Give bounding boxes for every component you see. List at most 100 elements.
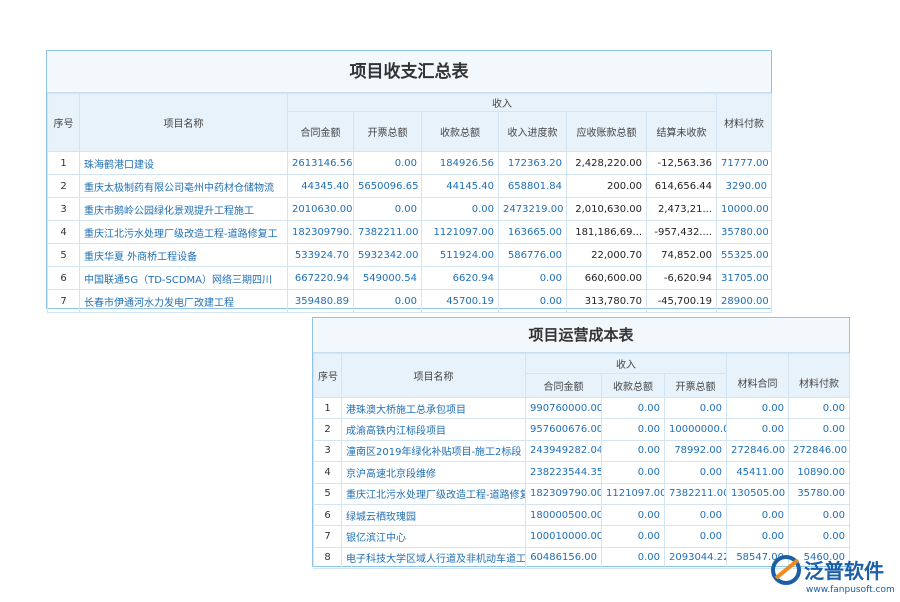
amount-cell: 2,473,21... [645, 197, 718, 221]
amount-cell: 511924.00 [421, 243, 499, 267]
data-row: 3 重庆市鹅岭公园绿化景观提升工程施工 2010630.00 0.00 0.00 2473… [47, 197, 773, 221]
amount-cell: 359480.89 [287, 289, 354, 313]
data-row: 5 重庆华夏 外商桥工程设备 533924.70 5932342.00 511924.0… [47, 243, 773, 267]
amount-cell: 28900.00 [716, 289, 773, 313]
header-cell: 合同金额 [525, 373, 602, 398]
amount-cell: 130505.00 [726, 482, 790, 505]
amount-cell: 172363.20 [498, 151, 567, 175]
data-row: 1 珠海鹤港口建设 2613146.56 0.00 184926.56 172363.20… [47, 151, 773, 175]
header-cell: 应收账款总额 [566, 111, 647, 152]
header-cell: 材料付款 [788, 353, 851, 398]
table-title: 项目收支汇总表 [47, 51, 771, 93]
header-cell: 收入 [286, 93, 718, 112]
cost-table: 项目运营成本表 序号 项目名称 收入 材料合同 材料付款 合同金额 收款总额 开票总额 1 港珠澳… [312, 317, 851, 570]
amount-cell: 181,186,69... [566, 220, 647, 244]
row-number: 7 [313, 525, 342, 548]
amount-cell: 0.00 [353, 151, 422, 175]
amount-cell: 957600676.00 [525, 418, 602, 441]
amount-cell: 2,428,220.00 [566, 151, 647, 175]
amount-cell: 0.00 [663, 461, 728, 484]
amount-cell: 0.00 [788, 396, 851, 420]
header-row: 合同金额 收款总额 开票总额 [314, 373, 850, 398]
data-row: 4 京沪高速北京段维修 238223544.35 0.00 0.00 45411.00 10… [313, 461, 851, 484]
table: 序号 项目名称 收入 材料合同 材料付款 合同金额 收款总额 开票总额 1 港珠澳大桥施工总承包项… [313, 353, 851, 570]
amount-cell: 182309790.00 [525, 482, 602, 505]
header-cell: 序号 [313, 353, 342, 398]
amount-cell: 0.00 [788, 503, 851, 527]
amount-cell: 0.00 [601, 546, 665, 570]
amount-cell: 2473219.00 [498, 197, 567, 221]
amount-cell: 0.00 [726, 503, 790, 527]
amount-cell: 0.00 [788, 525, 851, 548]
amount-cell: 1121097.00 [601, 482, 665, 505]
data-row: 1 港珠澳大桥施工总承包项目 990760000.00 0.00 0.00 0.00 0.0… [313, 396, 851, 420]
project-name: 长春市伊通河水力发电厂改建工程 [79, 289, 288, 313]
amount-cell: 44345.40 [287, 174, 354, 198]
project-name: 珠海鹤港口建设 [79, 151, 288, 175]
data-row: 7 长春市伊通河水力发电厂改建工程 359480.89 0.00 45700.19 0.0… [47, 289, 773, 313]
logo-url: www.fanpusoft.com [806, 585, 895, 595]
data-row: 3 潼南区2019年绿化补贴项目-施工2标段 243949282.04 0.00 789… [313, 439, 851, 463]
data-row: 5 重庆江北污水处理厂级改造工程-道路修复 182309790.00 1121097.… [313, 482, 851, 505]
project-name: 银亿滨江中心 [341, 525, 526, 548]
amount-cell: 7382211.00 [353, 220, 422, 244]
row-number: 4 [47, 220, 80, 244]
amount-cell: 272846.00 [726, 439, 790, 463]
amount-cell: 100010000.00 [525, 525, 602, 548]
row-number: 6 [47, 266, 80, 290]
amount-cell: 10000.00 [716, 197, 773, 221]
header-row: 合同金额 开票总额 收款总额 收入进度款 应收账款总额 结算未收款 [48, 111, 772, 152]
amount-cell: 0.00 [498, 266, 567, 290]
amount-cell: 243949282.04 [525, 439, 602, 463]
project-name: 京沪高速北京段维修 [341, 461, 526, 484]
project-name: 重庆太极制药有限公司亳州中药材仓储物流 [79, 174, 288, 198]
amount-cell: 0.00 [601, 503, 665, 527]
data-row: 2 成渝高铁内江标段项目 957600676.00 0.00 10000000.0 0.0… [313, 418, 851, 441]
header-cell: 开票总额 [663, 373, 728, 398]
amount-cell: 614,656.44 [645, 174, 718, 198]
project-name: 中国联通5G（TD-SCDMA）网络三期四川 [79, 266, 288, 290]
header-cell: 材料付款 [716, 93, 773, 152]
amount-cell: -12,563.36 [645, 151, 718, 175]
project-name: 重庆市鹅岭公园绿化景观提升工程施工 [79, 197, 288, 221]
amount-cell: 2093044.22 [663, 546, 728, 570]
amount-cell: 0.00 [663, 503, 728, 527]
table: 序号 项目名称 收入 材料付款 合同金额 开票总额 收款总额 收入进度款 应收账款总额 结算未收款… [47, 93, 773, 313]
amount-cell: 0.00 [663, 396, 728, 420]
amount-cell: 45700.19 [421, 289, 499, 313]
data-row: 8 电子科技大学区域人行道及非机动车道工 60486156.00 0.00 209304… [313, 546, 851, 570]
amount-cell: 667220.94 [287, 266, 354, 290]
amount-cell: 78992.00 [663, 439, 728, 463]
amount-cell: 660,600.00 [566, 266, 647, 290]
amount-cell: 0.00 [788, 418, 851, 441]
amount-cell: 533924.70 [287, 243, 354, 267]
row-number: 2 [313, 418, 342, 441]
row-number: 5 [47, 243, 80, 267]
amount-cell: 990760000.00 [525, 396, 602, 420]
amount-cell: 35780.00 [788, 482, 851, 505]
amount-cell: 6620.94 [421, 266, 499, 290]
amount-cell: 586776.00 [498, 243, 567, 267]
project-name: 港珠澳大桥施工总承包项目 [341, 396, 526, 420]
amount-cell: 1121097.00 [421, 220, 499, 244]
amount-cell: 182309790.0 [287, 220, 354, 244]
amount-cell: 55325.00 [716, 243, 773, 267]
logo-icon [774, 558, 800, 580]
header-cell: 合同金额 [287, 111, 354, 152]
amount-cell: 238223544.35 [525, 461, 602, 484]
data-row: 4 重庆江北污水处理厂级改造工程-道路修复工 182309790.0 7382211.… [47, 220, 773, 244]
amount-cell: 0.00 [353, 289, 422, 313]
amount-cell: -957,432.... [645, 220, 718, 244]
table-title: 项目运营成本表 [313, 318, 849, 353]
amount-cell: 184926.56 [421, 151, 499, 175]
amount-cell: 0.00 [726, 418, 790, 441]
amount-cell: 0.00 [726, 525, 790, 548]
amount-cell: 2010630.00 [287, 197, 354, 221]
header-cell: 收款总额 [601, 373, 665, 398]
amount-cell: 74,852.00 [645, 243, 718, 267]
amount-cell: 0.00 [353, 197, 422, 221]
header-cell: 序号 [47, 93, 80, 152]
amount-cell: 0.00 [726, 396, 790, 420]
amount-cell: 31705.00 [716, 266, 773, 290]
project-name: 潼南区2019年绿化补贴项目-施工2标段 [341, 439, 526, 463]
